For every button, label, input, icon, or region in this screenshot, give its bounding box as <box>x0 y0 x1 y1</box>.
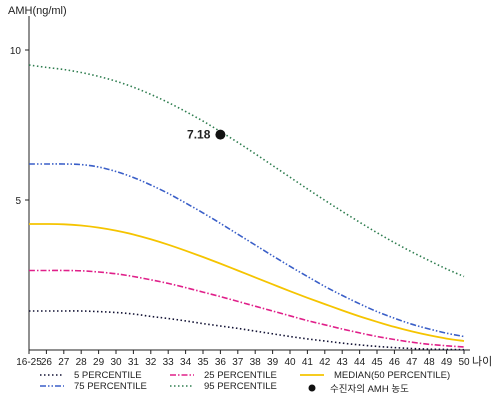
x-tick-label: 28 <box>76 357 88 368</box>
legend-label-5-percentile: 5 PERCENTILE <box>74 370 142 381</box>
legend-label-95-percentile: 95 PERCENTILE <box>204 381 277 392</box>
x-tick-label: 47 <box>406 357 418 368</box>
x-tick-label: 16-25 <box>16 357 42 368</box>
series-layer <box>28 64 465 351</box>
y-tick-label: 5 <box>15 196 21 207</box>
legend-label-75-percentile: 75 PERCENTILE <box>74 381 147 392</box>
y-tick-label: 10 <box>10 46 22 57</box>
legend-swatch-patient-amh <box>308 384 316 392</box>
x-axis-title: 나이 <box>472 355 492 368</box>
series-line-75-percentile <box>29 163 465 338</box>
x-tick-label: 38 <box>250 357 262 368</box>
x-tick-label: 42 <box>319 357 331 368</box>
y-ticks: 5 10 <box>10 46 29 207</box>
x-tick-label: 40 <box>284 357 296 368</box>
x-tick-label: 44 <box>354 357 366 368</box>
x-tick-label: 37 <box>232 357 244 368</box>
x-tick-label: 27 <box>58 357 70 368</box>
patient-amh-value-label: 7.18 <box>187 128 211 142</box>
x-tick-label: 30 <box>110 357 122 368</box>
x-tick-label: 34 <box>180 357 192 368</box>
x-tick-label: 49 <box>441 357 453 368</box>
x-tick-label: 36 <box>215 357 227 368</box>
y-axis-title: AMH(ng/ml) <box>8 5 67 17</box>
x-tick-label: 45 <box>371 357 383 368</box>
series-line-median-50-percentile <box>28 223 465 342</box>
x-tick-label: 39 <box>267 357 279 368</box>
x-tick-label: 48 <box>424 357 436 368</box>
x-tick-label: 29 <box>93 357 105 368</box>
legend-label-25-percentile: 25 PERCENTILE <box>204 370 277 381</box>
legend-label-median-50-percentile: MEDIAN(50 PERCENTILE) <box>334 370 450 381</box>
series-line-95-percentile <box>28 64 465 278</box>
marker-layer: 7.18 <box>187 128 226 142</box>
series-line-25-percentile <box>28 269 465 348</box>
x-tick-label: 26 <box>41 357 53 368</box>
legend: 5 PERCENTILE 25 PERCENTILE MEDIAN(50 PERCE… <box>40 370 450 395</box>
patient-amh-point <box>215 129 226 140</box>
x-tick-label: 41 <box>302 357 314 368</box>
x-tick-label: 33 <box>163 357 175 368</box>
x-tick-label: 32 <box>145 357 157 368</box>
x-ticks: 16-25 26 27 28 29 30 31 32 33 34 35 36 37 38 39 40 41 42 4… <box>16 350 470 368</box>
x-tick-label: 43 <box>337 357 349 368</box>
x-tick-label: 50 <box>458 357 470 368</box>
series-line-5-percentile <box>29 310 465 351</box>
legend-label-patient-amh: 수진자의 AMH 농도 <box>330 384 409 395</box>
axes: AMH(ng/ml) 나이 5 10 16-25 26 27 28 29 30 31 32 33 3… <box>8 5 492 368</box>
x-tick-label: 31 <box>128 357 140 368</box>
x-tick-label: 35 <box>197 357 209 368</box>
x-tick-label: 46 <box>389 357 401 368</box>
